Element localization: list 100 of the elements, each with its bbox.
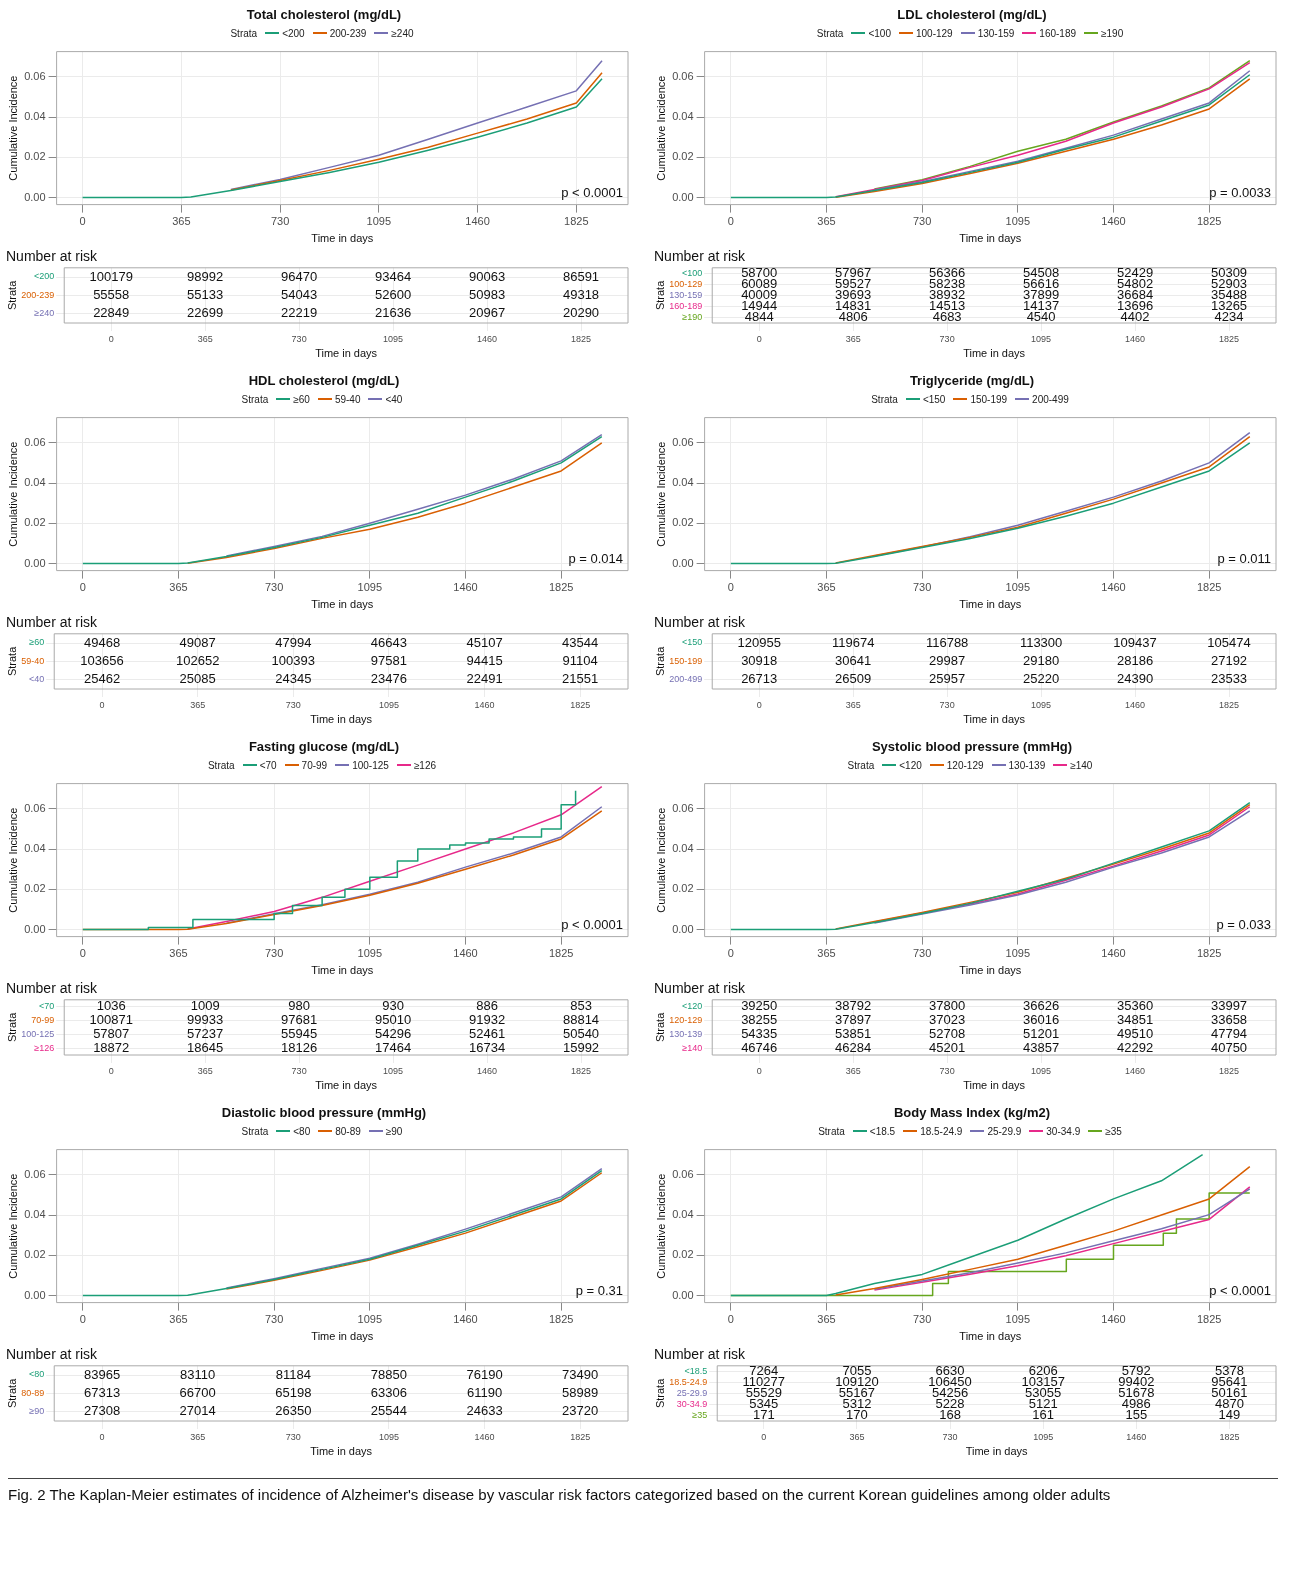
data-label: 38792 xyxy=(835,998,872,1014)
data-label: 49087 xyxy=(179,634,216,650)
x-tick-label: 1825 xyxy=(570,699,591,710)
data-label: 63306 xyxy=(370,1384,407,1400)
x-tick-label: 0 xyxy=(79,947,86,960)
y-tick-label: 0.04 xyxy=(672,476,694,489)
data-label: 57967 xyxy=(835,264,872,280)
data-label: 46746 xyxy=(741,1039,778,1055)
x-tick-label: 365 xyxy=(190,1431,206,1442)
data-label: 86591 xyxy=(562,268,600,284)
y-axis-title: Strata xyxy=(653,1377,666,1409)
data-label: 47794 xyxy=(1210,1025,1248,1041)
x-tick-label: 730 xyxy=(939,699,955,710)
y-tick-label: 100-125 xyxy=(21,1028,55,1039)
data-label: 20290 xyxy=(562,305,600,321)
data-label: 56366 xyxy=(929,264,966,280)
legend-title: Strata xyxy=(207,759,235,771)
x-tick-label: 0 xyxy=(99,1431,105,1442)
y-tick-label: 0.04 xyxy=(24,1208,46,1221)
legend-label: 30-34.9 xyxy=(1046,1125,1081,1137)
x-tick-label: 1825 xyxy=(1219,333,1240,344)
y-tick-label: 0.02 xyxy=(672,882,694,895)
y-axis-title: Strata xyxy=(5,279,18,311)
y-tick-label: 0.02 xyxy=(24,150,46,163)
data-label: 52461 xyxy=(468,1025,506,1041)
data-label: 52600 xyxy=(375,286,412,302)
legend-label: <120 xyxy=(899,759,922,771)
x-axis-title: Time in days xyxy=(311,598,374,611)
chart-title: Number at risk xyxy=(6,1346,99,1363)
chart-title: LDL cholesterol (mg/dL) xyxy=(896,6,1048,24)
y-tick-label: <40 xyxy=(28,674,45,685)
data-label: 26350 xyxy=(275,1403,312,1419)
x-tick-label: 1460 xyxy=(453,947,478,960)
data-label: 83965 xyxy=(83,1366,121,1382)
x-tick-label: 365 xyxy=(817,1313,836,1326)
data-label: 168 xyxy=(939,1407,961,1423)
x-tick-label: 365 xyxy=(817,947,836,960)
x-tick-label: 365 xyxy=(817,581,836,594)
x-tick-label: 0 xyxy=(756,699,762,710)
data-label: 96470 xyxy=(281,268,318,284)
data-label: 22699 xyxy=(187,305,224,321)
x-tick-label: 1825 xyxy=(571,1065,592,1076)
x-tick-label: 365 xyxy=(849,1431,865,1442)
y-tick-label: 0.02 xyxy=(24,1248,46,1261)
data-label: 24390 xyxy=(1116,671,1154,687)
legend-label: 80-89 xyxy=(335,1125,361,1137)
legend-label: <80 xyxy=(293,1125,311,1137)
legend-title: Strata xyxy=(230,27,258,39)
x-tick-label: 730 xyxy=(264,1313,284,1326)
x-tick-label: 1460 xyxy=(474,699,495,710)
x-tick-label: 0 xyxy=(727,581,734,594)
data-label: 7264 xyxy=(749,1362,779,1378)
legend-label: 130-139 xyxy=(1008,759,1046,771)
data-label: 161 xyxy=(1032,1407,1055,1423)
legend-label: ≥60 xyxy=(293,393,310,405)
data-label: 51201 xyxy=(1023,1025,1060,1041)
y-axis-title: Strata xyxy=(5,1011,18,1043)
x-tick-label: 365 xyxy=(817,215,836,228)
data-label: 23476 xyxy=(370,671,407,687)
y-axis-title: Cumulative Incidence xyxy=(6,441,19,547)
y-tick-label: <150 xyxy=(681,637,703,648)
x-axis-title: Time in days xyxy=(310,1445,373,1458)
data-label: 37800 xyxy=(929,998,966,1014)
data-label: 5792 xyxy=(1121,1362,1151,1378)
legend-label: ≥126 xyxy=(413,759,437,771)
data-label: 4806 xyxy=(838,309,868,325)
data-label: 853 xyxy=(570,998,592,1014)
data-label: 18126 xyxy=(281,1039,318,1055)
y-tick-label: 0.00 xyxy=(672,556,694,569)
y-axis-title: Strata xyxy=(5,1377,18,1409)
data-label: 1009 xyxy=(190,998,220,1014)
data-label: 171 xyxy=(752,1407,775,1423)
y-tick-label: <70 xyxy=(38,1001,55,1012)
data-label: 55133 xyxy=(187,286,224,302)
y-tick-label: 0.04 xyxy=(24,110,46,123)
annotation: p < 0.0001 xyxy=(561,184,623,200)
x-tick-label: 1095 xyxy=(1031,699,1052,710)
y-tick-label: 100-129 xyxy=(669,278,703,289)
x-tick-label: 0 xyxy=(79,581,86,594)
y-tick-label: 0.02 xyxy=(24,516,46,529)
x-tick-label: 0 xyxy=(99,699,105,710)
data-label: 76190 xyxy=(466,1366,503,1382)
x-tick-label: 1825 xyxy=(1196,1313,1222,1326)
legend-label: 100-125 xyxy=(352,759,389,771)
x-tick-label: 1095 xyxy=(378,1431,399,1442)
x-tick-label: 0 xyxy=(79,1313,86,1326)
chart-title: Number at risk xyxy=(6,248,99,265)
x-axis-title: Time in days xyxy=(959,1330,1022,1343)
data-label: 16734 xyxy=(468,1039,506,1055)
x-axis-title: Time in days xyxy=(963,713,1026,726)
y-tick-label: 130-159 xyxy=(669,289,703,300)
x-tick-label: 1460 xyxy=(1101,215,1126,228)
y-tick-label: 0.00 xyxy=(24,190,46,203)
data-label: 52429 xyxy=(1116,264,1154,280)
legend-label: <200 xyxy=(282,27,305,39)
data-label: 25085 xyxy=(179,671,216,687)
data-label: 113300 xyxy=(1019,634,1063,650)
legend-label: ≥240 xyxy=(391,27,414,39)
data-label: 39250 xyxy=(741,998,778,1014)
y-tick-label: ≥240 xyxy=(34,308,55,319)
